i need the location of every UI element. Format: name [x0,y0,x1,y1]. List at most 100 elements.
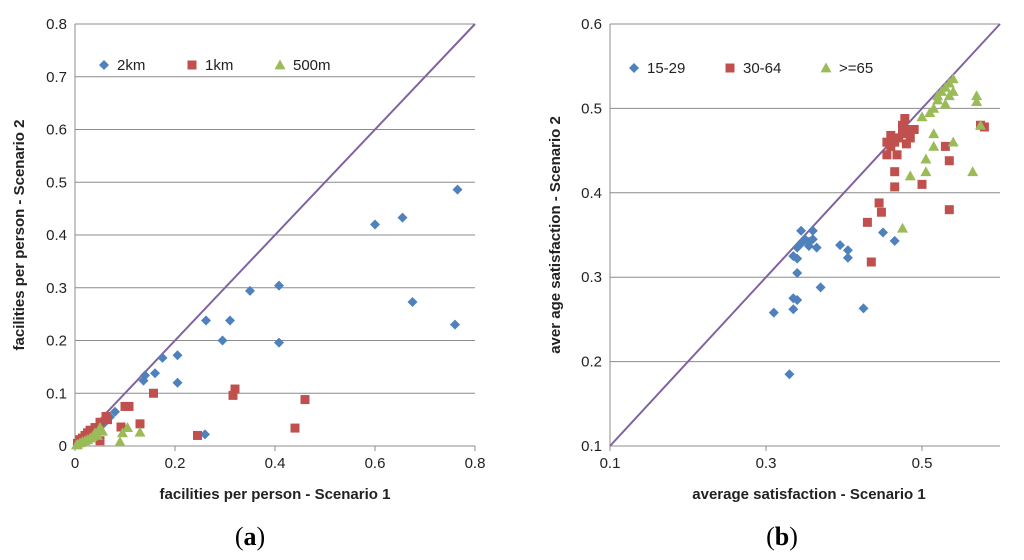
chart-a-legend-marker [187,60,197,70]
chart-a-point-triangle [71,439,82,450]
chart-b-plot-area: 0.1 0.2 0.3 0.4 0.5 0.6 0.1 0.3 0.5 15-29 30-64 >=6… [581,16,1001,472]
chart-b-legend-marker [725,63,735,73]
chart-b-point-triangle [947,136,959,147]
chart-b-point-square [862,217,872,227]
chart-a-x-tick-label: 0.8 [465,455,486,472]
chart-b-point-triangle [928,128,940,139]
chart-a-point-diamond [407,296,418,307]
chart-a-legend-label: 2km [117,57,145,74]
chart-a-x-tick-label: 0.4 [265,455,286,472]
chart-a-point-diamond [138,375,149,386]
chart-b-point-diamond [858,303,869,314]
chart-b-point-triangle [920,153,932,164]
chart-a-point-square [290,423,300,433]
chart-a-x-tick-label: 0.6 [365,455,386,472]
chart-b-point-square [892,150,902,160]
chart-b-x-tick-label: 0.3 [756,455,777,472]
chart-b-point-square [882,137,892,147]
chart-a-legend-marker [274,59,286,70]
chart-b-point-triangle [904,170,916,181]
chart-b-point-diamond [792,242,803,253]
chart-b-point-square [917,179,927,189]
chart-b-point-triangle [947,86,959,96]
chart-a-point-diamond [150,368,160,379]
chart-b-point-diamond [842,252,853,263]
chart-a-point-square [116,422,126,432]
chart-b-y-tick-label: 0.3 [581,269,602,286]
chart-a-plot-area: 0 0.1 0.2 0.3 0.4 0.5 0.6 0.7 0.8 0 0.2 0.4 0.6 0.8 2k… [46,16,485,472]
chart-b-y-tick-label: 0.4 [581,185,602,202]
chart-a-y-tick-label: 0.8 [46,16,67,33]
chart-b-point-triangle [916,111,928,122]
chart-a-point-triangle [117,427,128,438]
chart-a-point-diamond [172,350,183,361]
chart-a-x-axis-label: facilities per person - Scenario 1 [160,486,391,503]
chart-b-point-triangle [971,96,983,107]
chart-b-point-triangle [928,140,940,151]
chart-a-point-diamond [157,352,168,363]
chart-b-point-square [909,125,919,134]
chart-b-point-diamond [792,267,803,278]
chart-b-point-diamond [796,225,807,236]
chart-a-y-tick-label: 0.3 [46,280,67,297]
chart-b-point-square [882,150,892,160]
chart-b-point-square [940,141,950,151]
chart-b-point-diamond [842,245,853,256]
chart-a-point-triangle [134,426,146,437]
chart-a-point-triangle [122,422,133,432]
chart-b-y-tick-label: 0.5 [581,100,602,117]
chart-b-point-triangle [928,102,940,113]
chart-a-point-diamond [201,315,211,326]
chart-a-point-diamond [110,406,120,417]
chart-a-y-tick-label: 0.2 [46,333,67,350]
chart-b-point-square [901,139,911,149]
chart-a-point-square [135,419,145,429]
chart-a-point-diamond [274,337,284,348]
chart-a-y-tick-label: 0.5 [46,174,67,191]
chart-b-y-tick-label: 0.1 [581,438,602,455]
chart-b-point-triangle [932,94,944,105]
chart-a-y-tick-label: 0.6 [46,122,67,139]
chart-b-point-diamond [792,253,803,264]
chart-b-point-square [901,125,911,134]
chart-a-point-diamond [217,335,228,346]
chart-b-point-triangle [939,98,951,109]
chart-b-point-triangle [947,73,959,84]
chart-b-point-diamond [768,307,779,318]
chart-b-point-triangle [897,222,908,233]
chart-b-point-square [890,167,900,177]
chart-a-y-tick-label: 0.4 [46,227,67,244]
chart-b-point-square [874,198,884,208]
chart-a-point-square [193,430,202,440]
chart-a-point-diamond [245,285,255,296]
chart-a-point-diamond [172,377,183,388]
chart-a-point-diamond [450,319,460,330]
chart-b-point-diamond [792,294,803,305]
chart-a-point-square [149,388,158,398]
chart-b-point-diamond [878,227,888,238]
chart-a-y-axis-label: facilities per person - Scenario 2 [11,120,28,351]
chart-a-x-tick-label: 0 [71,455,79,472]
chart-a-point-diamond [452,184,463,195]
chart-a-legend-marker [99,60,109,70]
chart-b-y-tick-label: 0.6 [581,16,602,33]
chart-a-y-tick-label: 0.1 [46,385,67,402]
chart-b-point-square [890,182,900,192]
chart-b-panel-label: (b) [766,522,798,551]
chart-a-point-square [103,415,112,425]
chart-b-y-axis-label: aver age satisfaction - Scenario 2 [547,116,564,354]
chart-a-legend-label: 500m [293,57,331,74]
chart-b-legend-label: >=65 [839,60,873,77]
chart-b-point-diamond [811,242,822,253]
chart-a-legend-label: 1km [205,57,233,74]
chart-a-point-square [228,390,238,400]
chart-b-point-square [944,156,954,166]
chart-b-point-triangle [971,90,983,101]
chart-b-point-square [876,207,886,217]
chart-b-point-triangle [920,166,932,177]
chart-a-point-diamond [370,219,380,230]
chart-b-point-square [944,205,954,215]
chart-a-point-diamond [225,315,235,326]
